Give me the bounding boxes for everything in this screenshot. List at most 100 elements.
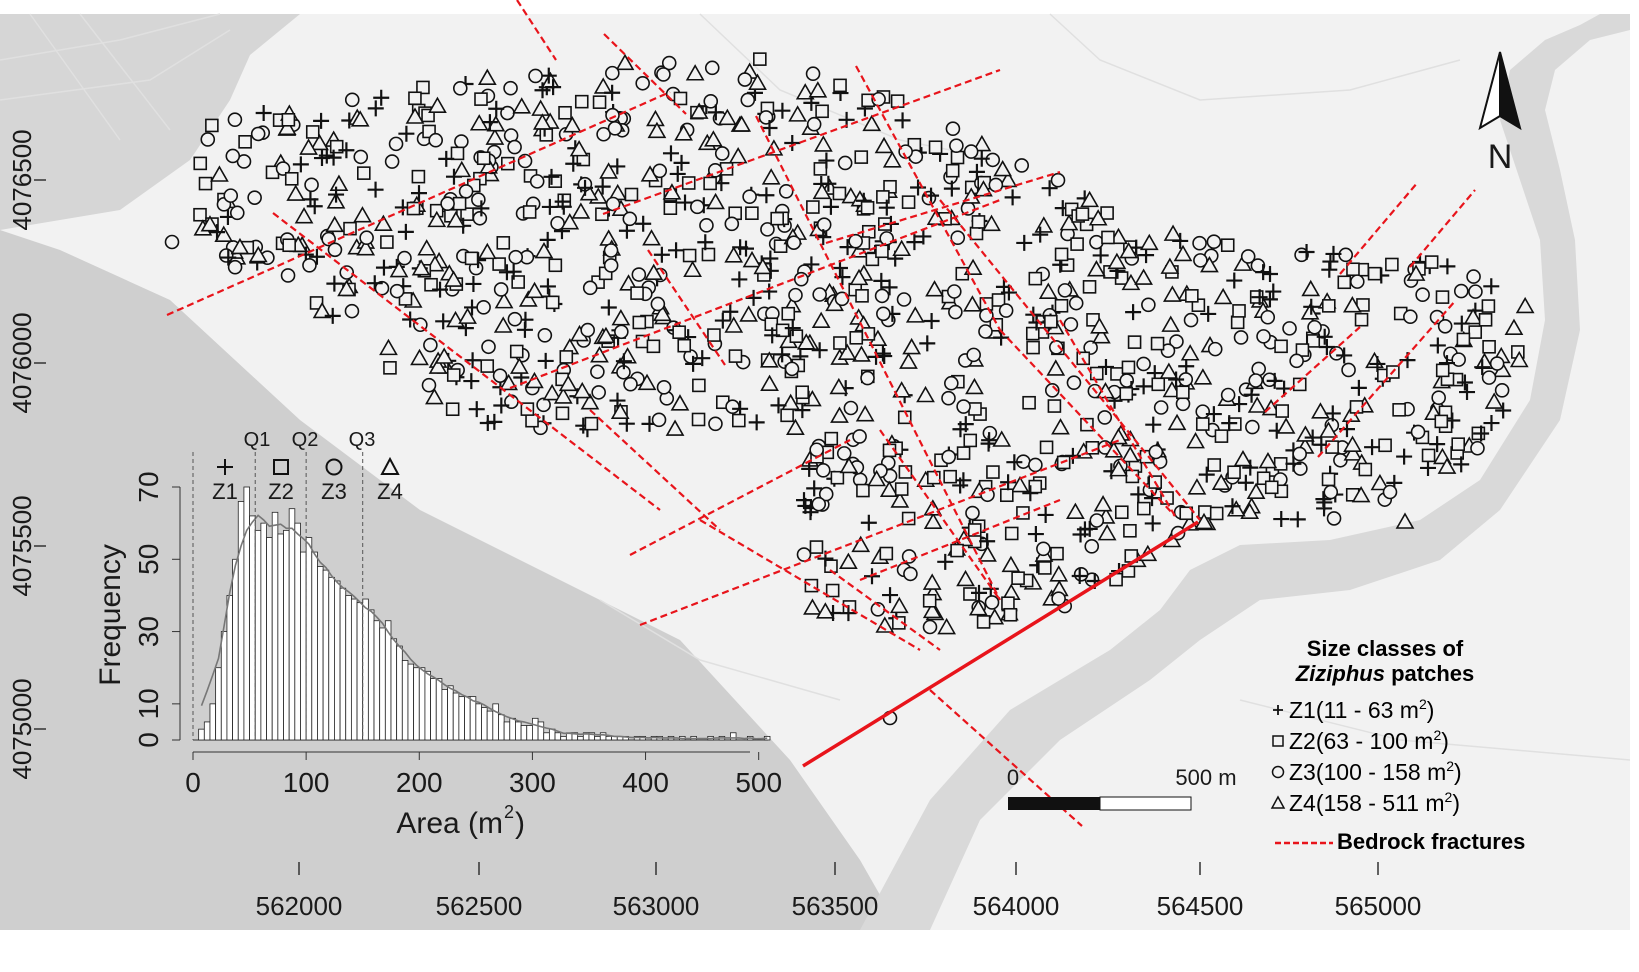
hist-bar — [373, 620, 381, 741]
patch-z4-icon — [512, 97, 532, 114]
patch-z4-icon — [803, 598, 822, 615]
patch-z1-icon — [784, 135, 801, 152]
patch-z3-icon — [397, 250, 412, 266]
patch-z1-icon — [473, 200, 490, 217]
patch-z1-icon — [707, 104, 724, 121]
patch-z3-icon — [1153, 400, 1169, 415]
patch-z4-icon — [458, 307, 477, 324]
patch-z1-icon — [758, 187, 775, 204]
patch-z3-icon — [631, 267, 647, 282]
patch-z1-icon — [1130, 486, 1147, 503]
patch-z4-icon — [1090, 317, 1109, 334]
patch-z4-icon — [214, 225, 234, 242]
patch-z1-icon — [1324, 405, 1341, 422]
patch-z2-icon — [1481, 299, 1496, 313]
patch-z4-icon — [531, 99, 551, 116]
patch-z1-icon — [465, 275, 482, 292]
patch-z2-icon — [861, 327, 876, 341]
patch-z4-icon — [1343, 444, 1363, 461]
patch-z3-icon — [724, 216, 740, 232]
patch-z4-icon — [1162, 380, 1182, 398]
fracture-line — [1409, 189, 1476, 268]
fracture-line — [1339, 181, 1419, 275]
patch-z3-icon — [784, 361, 800, 377]
patch-z2-icon — [809, 540, 824, 554]
main-fracture-solid — [802, 520, 1199, 768]
fracture-line — [647, 249, 726, 366]
patch-z1-icon — [840, 605, 857, 622]
fracture-line — [879, 429, 1001, 601]
patch-z4-icon — [759, 351, 779, 368]
patch-z1-icon — [831, 260, 848, 277]
patch-z2-icon — [1070, 237, 1084, 251]
patch-z2-icon — [1421, 448, 1436, 463]
patch-z3-icon — [1089, 234, 1104, 250]
patch-z3-icon — [1206, 234, 1222, 250]
patch-z4-icon — [1092, 327, 1111, 344]
patch-z2-icon — [1220, 238, 1235, 252]
quartile-lines — [192, 452, 364, 740]
patch-z1-icon — [306, 198, 323, 215]
patch-z3-icon — [966, 347, 981, 363]
patch-z2-icon — [986, 465, 1000, 479]
patch-z4-icon — [922, 601, 942, 619]
patch-z1-icon — [488, 100, 505, 117]
patch-z4-icon — [571, 202, 591, 219]
hist-bar — [548, 728, 556, 741]
x-tick-label: 563500 — [792, 891, 879, 921]
hist-bar — [277, 533, 284, 741]
patch-z1-icon — [1027, 526, 1044, 543]
patch-z2-icon — [1085, 440, 1100, 455]
patch-z4-icon — [1351, 485, 1371, 503]
patch-z1-icon — [1289, 511, 1306, 528]
patch-z4-icon — [1187, 478, 1207, 495]
patch-z2-icon — [1114, 505, 1129, 520]
patch-z4-icon — [389, 260, 409, 278]
patch-z1-icon — [1255, 264, 1272, 281]
patch-z1-icon — [1037, 506, 1054, 523]
patch-z4-icon — [1160, 257, 1180, 274]
patch-z4-icon — [923, 512, 943, 530]
patch-z3-icon — [725, 399, 740, 415]
patch-z3-icon — [537, 327, 553, 343]
patch-z1-icon — [543, 168, 560, 185]
q3-label: Q3 — [349, 429, 376, 451]
patch-z4-icon — [1121, 273, 1141, 291]
patch-z4-icon — [477, 68, 497, 85]
patch-z4-icon — [1301, 279, 1321, 297]
patch-z1-icon — [468, 401, 485, 418]
patch-z2-icon — [672, 325, 686, 339]
patch-z3-icon — [704, 60, 720, 76]
patch-z3-icon — [879, 231, 894, 246]
hist-x-tick-label: 400 — [622, 767, 669, 798]
patch-z1-icon — [635, 215, 652, 232]
patch-z4-icon — [619, 274, 638, 291]
patch-z3-icon — [275, 161, 291, 176]
patch-z1-icon — [1200, 305, 1217, 322]
hist-bar — [577, 735, 584, 741]
x-tick-label: 562500 — [436, 891, 523, 921]
patch-z2-icon — [416, 80, 430, 95]
patch-z2-icon — [780, 408, 794, 423]
patch-z4-icon — [230, 237, 250, 255]
patch-z4-icon — [1119, 241, 1139, 259]
hist-bar — [198, 728, 205, 741]
patch-z3-icon — [876, 306, 891, 322]
patch-z3-icon — [1136, 356, 1151, 372]
hist-bar — [203, 721, 211, 741]
patch-z1-icon — [1172, 232, 1189, 249]
patch-z3-icon — [852, 429, 867, 444]
hist-bar — [243, 486, 250, 741]
patch-z2-icon — [1451, 437, 1466, 451]
patch-z2-icon — [356, 166, 371, 180]
patch-z3-icon — [302, 258, 317, 273]
patch-z2-icon — [1000, 488, 1014, 503]
patch-z4-icon — [905, 306, 925, 323]
hist-bar — [350, 598, 358, 741]
patch-z4-icon — [312, 301, 332, 319]
patch-z1-icon — [220, 249, 237, 266]
patch-z1-icon — [463, 373, 480, 390]
patch-z3-icon — [1207, 341, 1223, 357]
patch-z1-icon — [1092, 247, 1109, 264]
patch-z3-icon — [454, 134, 469, 149]
